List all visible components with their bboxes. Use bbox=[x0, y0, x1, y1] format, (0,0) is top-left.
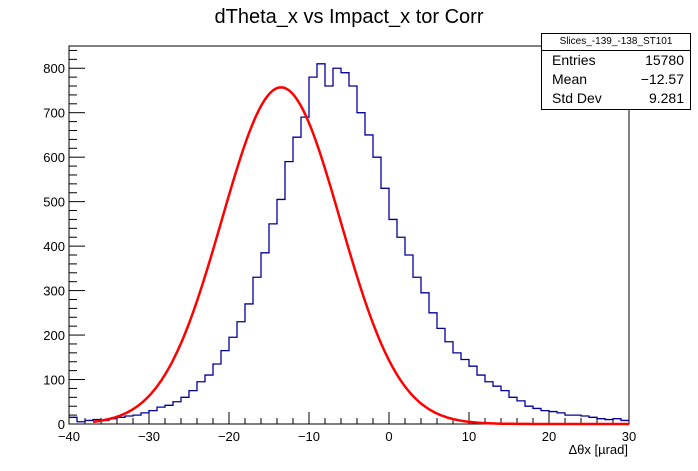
y-tick-label: 700 bbox=[43, 106, 65, 121]
stats-entries-label: Entries bbox=[552, 52, 596, 68]
x-tick-label: −20 bbox=[218, 429, 240, 444]
y-tick-label: 200 bbox=[43, 328, 65, 343]
x-tick-label: 30 bbox=[622, 429, 636, 444]
y-tick-label: 500 bbox=[43, 195, 65, 210]
gaussian-fit-curve bbox=[92, 86, 629, 426]
histogram-series bbox=[69, 63, 629, 423]
x-tick-label: 20 bbox=[542, 429, 556, 444]
stats-row-stddev: Std Dev 9.281 bbox=[542, 89, 690, 108]
x-tick-label: 10 bbox=[462, 429, 476, 444]
x-axis-title: Δθx [µrad] bbox=[568, 442, 628, 457]
x-tick-label: −10 bbox=[298, 429, 320, 444]
stats-box-name: Slices_-139_-138_ST101 bbox=[542, 34, 690, 51]
y-tick-label: 800 bbox=[43, 61, 65, 76]
stats-mean-label: Mean bbox=[552, 71, 588, 87]
stats-stddev-value: 9.281 bbox=[648, 90, 684, 106]
y-tick-label: 0 bbox=[58, 417, 65, 432]
x-tick-label: 0 bbox=[385, 429, 392, 444]
x-tick-label: −30 bbox=[138, 429, 160, 444]
stats-stddev-label: Std Dev bbox=[552, 90, 602, 106]
stats-entries-value: 15780 bbox=[645, 52, 684, 68]
y-tick-label: 400 bbox=[43, 239, 65, 254]
y-tick-label: 100 bbox=[43, 373, 65, 388]
stats-box: Slices_-139_-138_ST101 Entries 15780 Mea… bbox=[541, 33, 691, 110]
x-tick-label: −40 bbox=[58, 429, 80, 444]
stats-row-entries: Entries 15780 bbox=[542, 51, 690, 70]
stats-row-mean: Mean −12.57 bbox=[542, 70, 690, 89]
y-tick-label: 300 bbox=[43, 284, 65, 299]
chart-title: dTheta_x vs Impact_x tor Corr bbox=[214, 6, 484, 28]
y-tick-label: 600 bbox=[43, 150, 65, 165]
stats-mean-value: −12.57 bbox=[640, 71, 684, 87]
plot-frame bbox=[68, 45, 630, 425]
